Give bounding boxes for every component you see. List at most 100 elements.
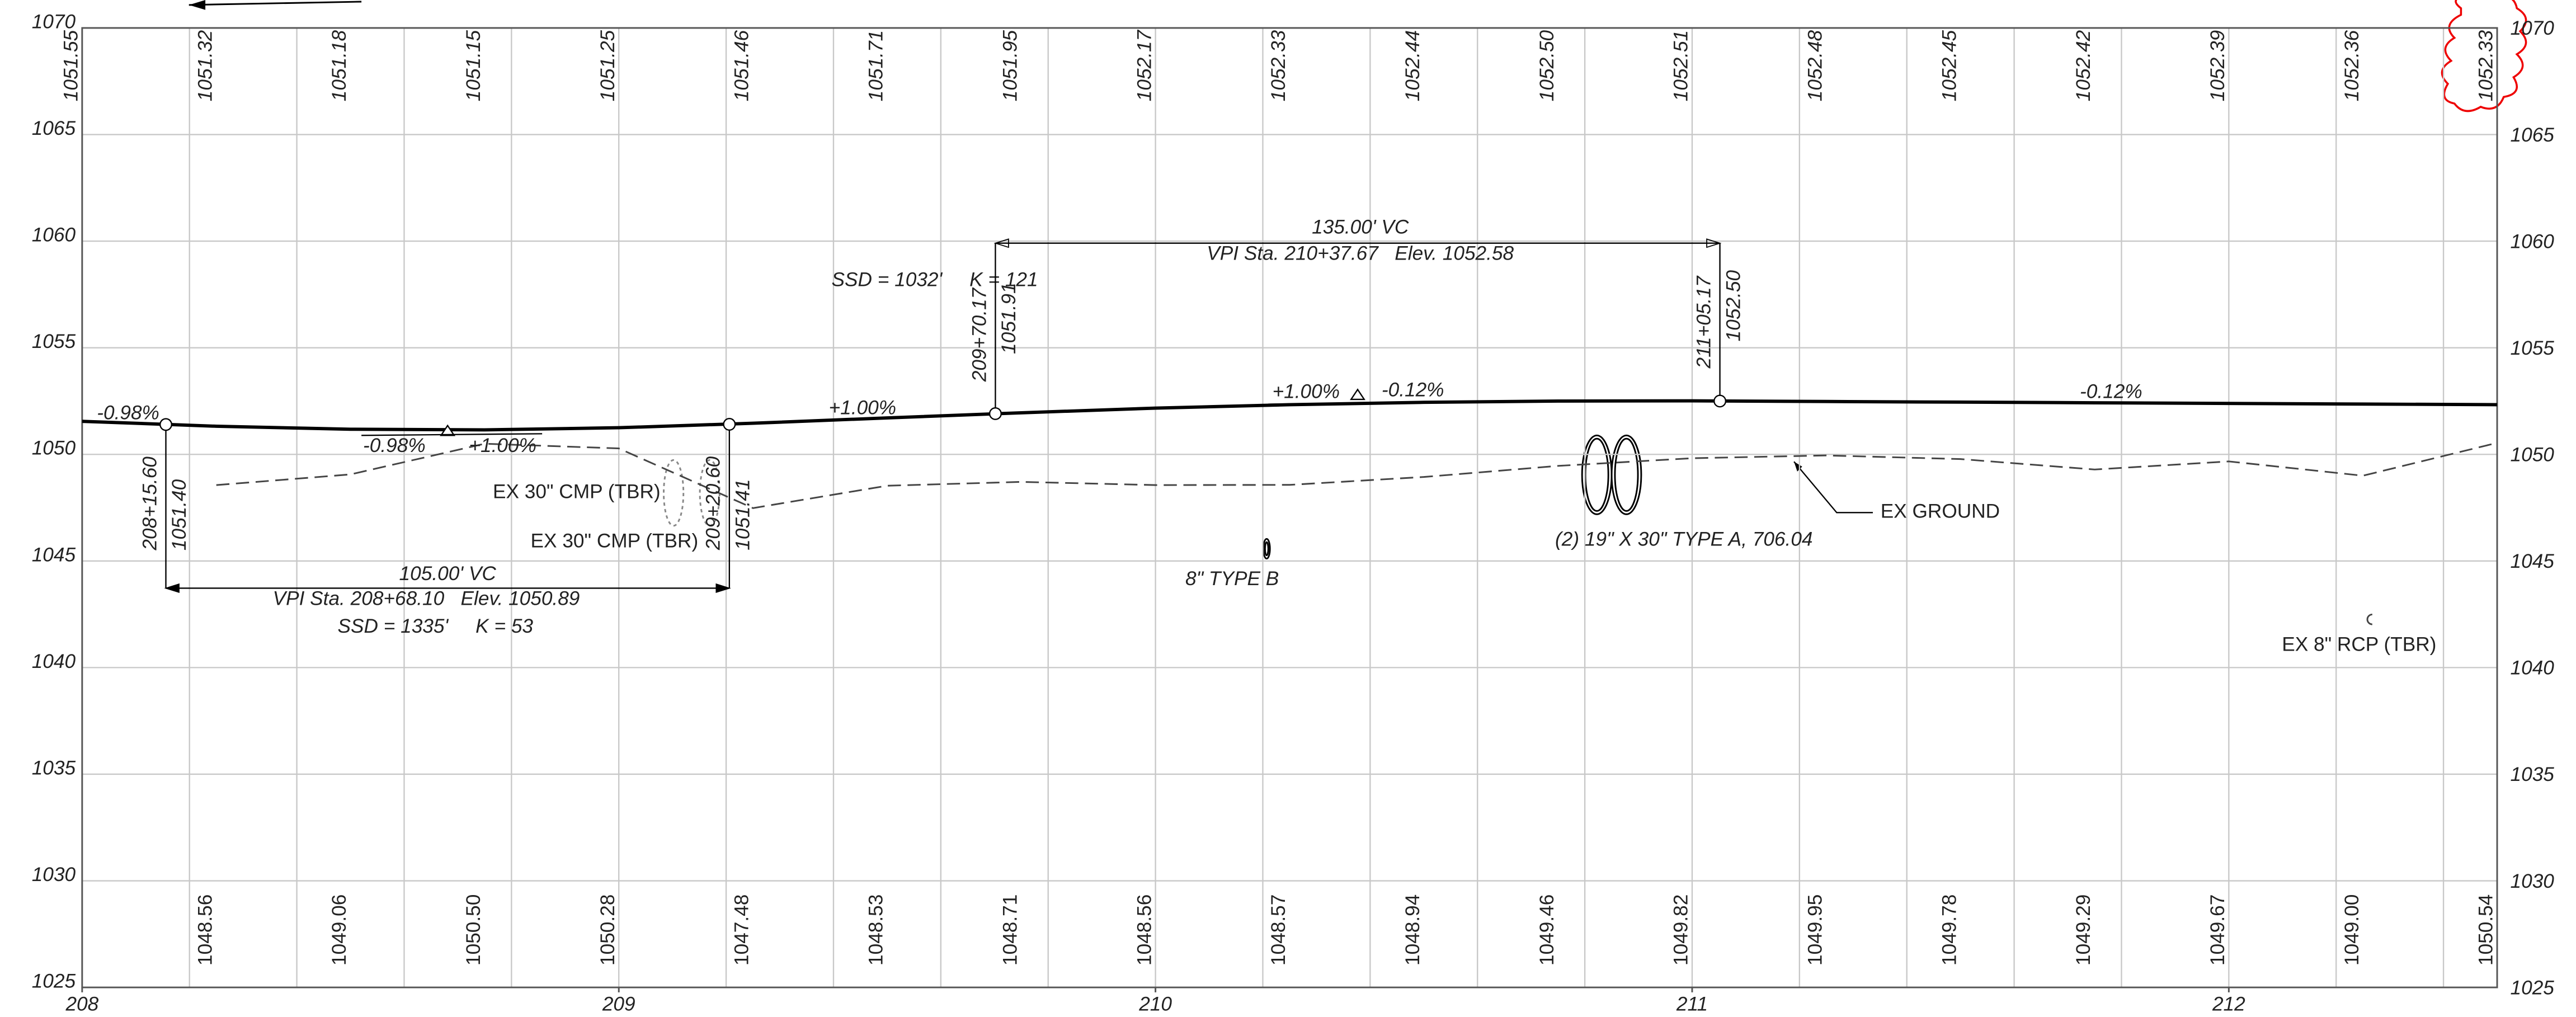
grade-label: -0.98% xyxy=(97,402,159,423)
y-tick-label-right: 1040 xyxy=(2511,657,2555,679)
elev-label: 1051.91 xyxy=(998,282,1020,354)
grade-underline xyxy=(361,433,543,436)
grade-label: +1.00% xyxy=(469,435,536,456)
grade-elev-label: 1051.55 xyxy=(60,30,82,101)
ground-elev-label: 1049.06 xyxy=(328,894,350,966)
grade-elev-label: 1052.36 xyxy=(2341,30,2363,101)
grade-elev-label: 1052.33 xyxy=(1268,30,1289,101)
y-tick-label-right: 1070 xyxy=(2511,17,2555,39)
curve-point xyxy=(1713,394,1727,408)
grade-underline xyxy=(1268,402,1446,405)
station-label: 211+05.17 xyxy=(1693,275,1715,369)
curve-point xyxy=(159,418,172,431)
ground-elev-label: 1048.56 xyxy=(194,894,216,966)
grade-elev-label: 1052.33 xyxy=(2475,30,2497,101)
elev-label: 1051.41 xyxy=(732,479,754,550)
y-tick-label-right: 1065 xyxy=(2511,124,2555,146)
profile-grade-line xyxy=(82,399,2498,432)
y-tick-label-right: 1025 xyxy=(2511,977,2555,999)
grade-elev-label: 1052.17 xyxy=(1133,29,1155,101)
y-tick-label: 1025 xyxy=(32,971,76,992)
y-tick-label: 1045 xyxy=(32,544,76,566)
grade-elev-label: 1051.46 xyxy=(731,30,753,101)
y-tick-label-right: 1035 xyxy=(2511,764,2555,785)
revision-cloud xyxy=(2441,0,2527,112)
annotation: (2) 19" X 30" TYPE A, 706.04 xyxy=(1555,529,1812,550)
vc-length: 105.00' VC xyxy=(399,563,497,585)
pipe-19x30 xyxy=(1610,434,1642,515)
ground-elev-label: 1050.28 xyxy=(597,894,619,966)
y-tick-label-right: 1030 xyxy=(2511,870,2555,892)
ground-elev-label: 1049.82 xyxy=(1670,894,1692,966)
arrow-line xyxy=(189,1,362,6)
leader xyxy=(1793,461,1873,514)
grade-label: +1.00% xyxy=(1273,380,1340,402)
elev-label: 1052.50 xyxy=(1722,270,1744,342)
leader-arrow xyxy=(1794,462,1802,472)
y-tick-label: 1030 xyxy=(32,864,76,886)
curve-point xyxy=(723,418,736,431)
y-tick-label: 1050 xyxy=(32,437,76,459)
ground-elev-label: 1049.78 xyxy=(1938,894,1960,966)
y-tick-label: 1035 xyxy=(32,757,76,779)
grade-elev-label: 1052.51 xyxy=(1670,30,1692,101)
grade-elev-label: 1052.45 xyxy=(1938,30,1960,101)
station-label: 209+20.60 xyxy=(703,456,724,550)
x-tick-label: 210 xyxy=(1138,994,1172,1015)
annotation: 8" TYPE B xyxy=(1185,568,1279,590)
grade-label: -0.12% xyxy=(2080,380,2142,402)
grade-elev-label: 1052.39 xyxy=(2207,30,2229,101)
grade-elev-label: 1051.18 xyxy=(328,30,350,101)
grade-elev-label: 1052.50 xyxy=(1536,30,1558,101)
ground-elev-label: 1048.57 xyxy=(1268,894,1289,966)
station-label: 208+15.60 xyxy=(139,456,161,551)
annotation: EX 30" CMP (TBR) xyxy=(531,530,699,552)
ground-elev-label: 1050.54 xyxy=(2475,894,2497,966)
y-tick-label: 1060 xyxy=(32,224,76,246)
dim-arrow xyxy=(164,583,731,593)
grade-elev-label: 1051.32 xyxy=(194,30,216,101)
ground-elev-label: 1049.00 xyxy=(2341,894,2363,966)
rcp-symbol xyxy=(2366,613,2372,625)
annotation: EX GROUND xyxy=(1881,501,2000,522)
grade-label: +1.00% xyxy=(829,397,896,419)
y-tick-label-right: 1050 xyxy=(2511,444,2555,465)
grade-elev-label: 1051.95 xyxy=(999,30,1021,101)
ground-elev-label: 1049.46 xyxy=(1536,894,1558,966)
grade-label: -0.98% xyxy=(363,435,426,456)
annotation: EX 8" RCP (TBR) xyxy=(2282,634,2436,656)
y-tick-label-right: 1060 xyxy=(2511,230,2555,252)
y-tick-label: 1055 xyxy=(32,331,76,352)
ground-elev-label: 1049.67 xyxy=(2207,894,2229,966)
pipe-19x30 xyxy=(1614,437,1639,512)
pipe-8in xyxy=(1264,541,1269,557)
ground-elev-label: 1048.94 xyxy=(1402,894,1424,966)
grade-elev-label: 1051.71 xyxy=(865,30,887,101)
ground-elev-label: 1050.50 xyxy=(463,894,484,966)
ground-elev-label: 1049.29 xyxy=(2073,894,2094,966)
annotation: EX 30" CMP (TBR) xyxy=(493,481,661,502)
grade-elev-label: 1051.15 xyxy=(463,30,484,101)
vc-sight: SSD = 1335' K = 53 xyxy=(338,615,534,637)
grade-elev-label: 1052.42 xyxy=(2073,30,2094,101)
ground-elev-label: 1047.48 xyxy=(731,894,753,966)
y-tick-label: 1040 xyxy=(32,651,76,672)
ground-elev-label: 1048.53 xyxy=(865,894,887,966)
ground-elev-label: 1049.95 xyxy=(1805,894,1826,966)
y-tick-label-right: 1055 xyxy=(2511,337,2555,359)
dim-arrow xyxy=(993,238,1722,248)
vc-length: 135.00' VC xyxy=(1312,216,1409,238)
grade-label: -0.12% xyxy=(1382,379,1444,401)
x-tick-label: 212 xyxy=(2212,994,2245,1015)
x-tick-label: 208 xyxy=(65,994,98,1015)
y-tick-label: 1070 xyxy=(32,11,76,32)
ground-elev-label: 1048.71 xyxy=(999,894,1021,966)
vpi-marker xyxy=(1350,388,1365,401)
cmp-pipe xyxy=(663,459,685,527)
grade-elev-label: 1052.48 xyxy=(1805,30,1826,101)
grade-elev-label: 1052.44 xyxy=(1402,30,1424,101)
vc-vpi: VPI Sta. 208+68.10 Elev. 1050.89 xyxy=(273,587,580,609)
existing-ground-line xyxy=(216,442,2498,509)
vc-vpi: VPI Sta. 210+37.67 Elev. 1052.58 xyxy=(1207,243,1514,265)
